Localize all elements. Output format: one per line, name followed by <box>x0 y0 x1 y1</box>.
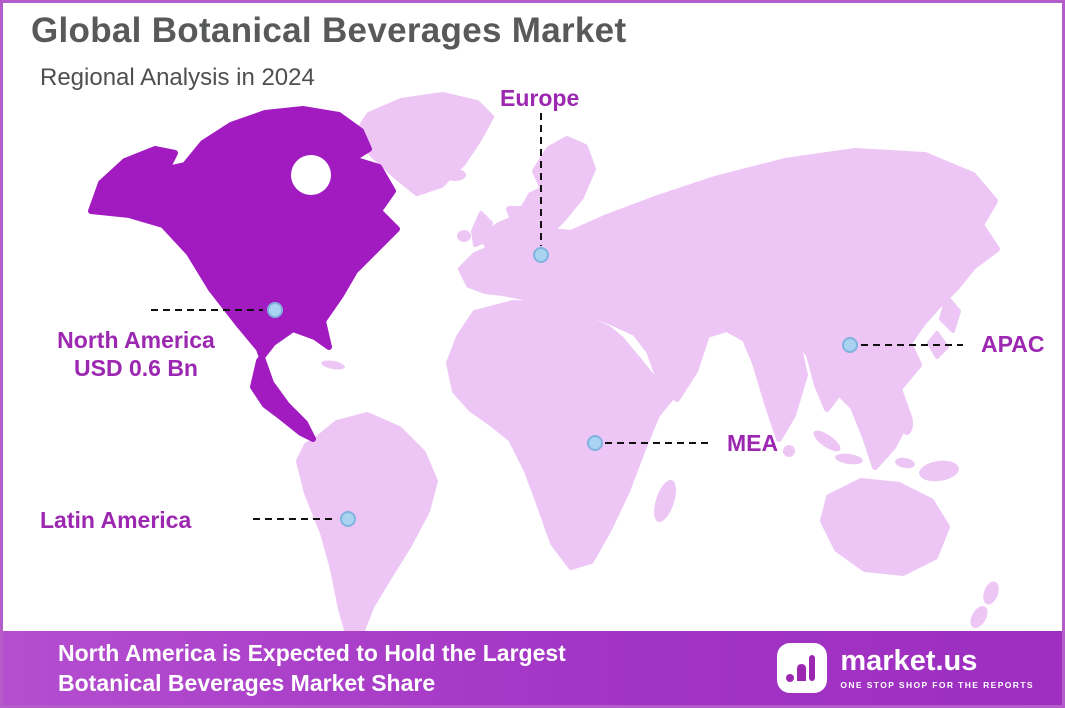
region-label-mea: MEA <box>727 430 779 456</box>
landmass-java <box>835 453 863 465</box>
region-value-north-america: USD 0.6 Bn <box>74 355 198 382</box>
region-label-latin-america: Latin America <box>40 507 192 533</box>
footer-headline-line1: North America is Expected to Hold the La… <box>58 639 566 666</box>
marker-latin-america <box>340 511 356 527</box>
region-label-europe: Europe <box>500 85 580 111</box>
hudson-bay <box>291 155 331 195</box>
footer-headline: North America is Expected to Hold the La… <box>58 638 566 699</box>
footer-banner: North America is Expected to Hold the La… <box>3 631 1062 705</box>
marketus-logo-icon <box>777 643 828 693</box>
landmass-britain <box>471 211 493 247</box>
landmass-greenland <box>352 92 494 196</box>
brand-tagline: ONE STOP SHOP FOR THE REPORTS <box>840 679 1034 690</box>
landmass-madagascar <box>654 479 676 523</box>
footer-headline-line2: Botanical Beverages Market Share <box>58 670 436 696</box>
landmass-new-guinea <box>919 460 959 482</box>
landmass-iceland <box>444 169 466 181</box>
marker-north-america <box>267 302 283 318</box>
marketus-wordmark: market.us ONE STOP SHOP FOR THE REPORTS <box>840 645 1034 690</box>
landmass-borneo <box>867 442 891 460</box>
landmass-eurasia <box>458 136 1000 470</box>
marker-apac <box>842 337 858 353</box>
landmass-caribbean <box>321 360 345 370</box>
landmass-philippines <box>901 411 913 435</box>
world-map <box>88 92 1000 640</box>
landmass-africa <box>446 300 678 570</box>
landmass-ireland <box>457 230 471 242</box>
landmass-new-zealand-north <box>983 581 999 605</box>
landmass-sri-lanka <box>783 445 795 457</box>
landmass-new-zealand-south <box>970 606 988 628</box>
marker-mea <box>587 435 603 451</box>
brand-name: market.us <box>840 645 978 678</box>
landmass-sulawesi <box>895 457 915 469</box>
landmass-south-america <box>296 412 438 640</box>
page-subtitle: Regional Analysis in 2024 <box>40 64 315 91</box>
landmass-north-america-highlighted <box>88 106 400 442</box>
marker-europe <box>533 247 549 263</box>
region-label-apac: APAC <box>981 331 1045 357</box>
landmass-sumatra <box>813 430 841 452</box>
region-label-north-america: North America USD 0.6 Bn <box>33 326 239 382</box>
region-label-north-america-name: North America <box>57 327 215 353</box>
marketus-logo: market.us ONE STOP SHOP FOR THE REPORTS <box>777 643 1034 693</box>
landmass-australia <box>820 478 950 576</box>
page-title: Global Botanical Beverages Market <box>31 11 627 50</box>
landmass-japan <box>927 295 961 359</box>
